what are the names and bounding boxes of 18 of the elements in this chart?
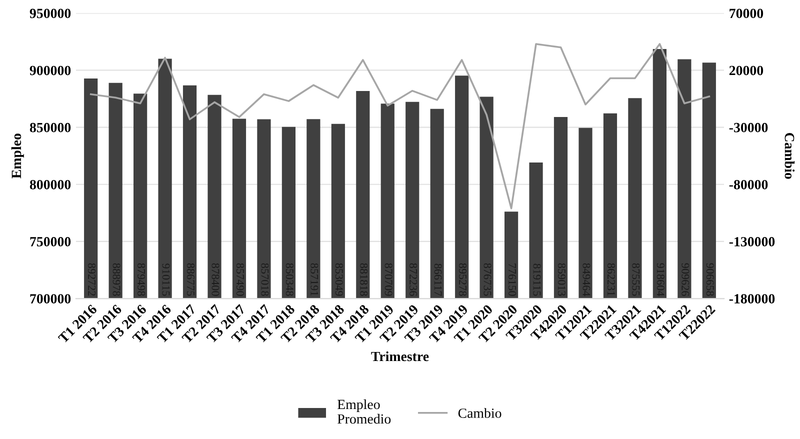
x-axis-title: Trimestre [371, 351, 429, 362]
y-axis-title: Empleo [11, 134, 24, 178]
y2-tick-label: -80000 [729, 180, 768, 190]
legend-label: Cambio [458, 408, 502, 418]
y-tick-label: 950000 [30, 8, 71, 18]
y-tick-label: 800000 [30, 180, 71, 190]
y2-tick-label: -130000 [729, 237, 775, 246]
line-series [90, 43, 710, 210]
y-tick-label: 750000 [30, 237, 71, 246]
y2-tick-label: 70000 [730, 8, 764, 18]
legend-label: Empleo Promedio [338, 399, 391, 424]
y-tick-label: 700000 [30, 294, 71, 304]
y2-tick-label: -30000 [729, 122, 768, 132]
y-tick-label: 850000 [30, 122, 71, 132]
y2-tick-label: -180000 [729, 294, 775, 304]
y2-axis-title: Cambio [784, 132, 795, 179]
y2-tick-label: 20000 [729, 66, 764, 76]
y-tick-label: 900000 [30, 66, 71, 76]
